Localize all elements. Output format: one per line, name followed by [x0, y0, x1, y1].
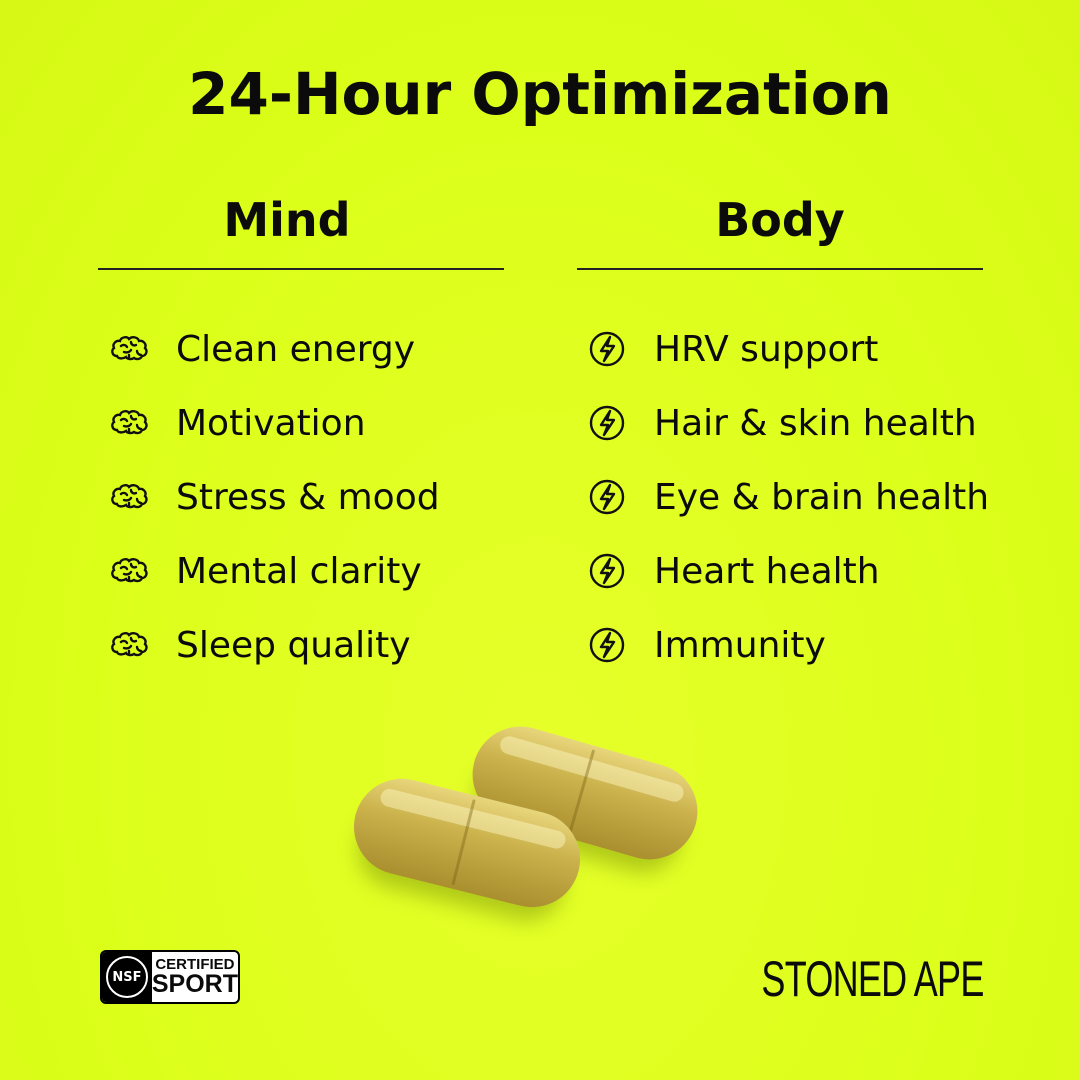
nsf-certified-sport-logo: NSF CERTIFIED SPORT — [100, 950, 240, 1004]
lightning-bolt-icon — [586, 624, 628, 666]
mind-heading: Mind — [223, 193, 351, 247]
list-item: Eye & brain health — [586, 460, 989, 534]
brain-icon — [108, 624, 150, 666]
brain-icon — [108, 476, 150, 518]
item-label: HRV support — [654, 328, 879, 370]
item-label: Hair & skin health — [654, 402, 977, 444]
mind-divider — [98, 268, 504, 270]
nsf-logo-text: NSF — [105, 956, 148, 998]
brand-logo: STONED APE — [761, 951, 985, 1007]
lightning-bolt-icon — [586, 550, 628, 592]
lightning-bolt-icon — [586, 402, 628, 444]
body-divider — [577, 268, 983, 270]
brain-icon — [108, 328, 150, 370]
list-item: Motivation — [108, 386, 440, 460]
item-label: Clean energy — [176, 328, 416, 370]
list-item: Mental clarity — [108, 534, 440, 608]
lightning-bolt-icon — [586, 476, 628, 518]
item-label: Heart health — [654, 550, 880, 592]
list-item: Heart health — [586, 534, 989, 608]
mind-list: Clean energy Motivation Stress & mood Menta… — [108, 312, 440, 682]
list-item: Immunity — [586, 608, 989, 682]
list-item: Clean energy — [108, 312, 440, 386]
body-heading: Body — [715, 193, 845, 247]
page-title: 24-Hour Optimization — [188, 60, 892, 128]
item-label: Stress & mood — [176, 476, 440, 518]
brain-icon — [108, 402, 150, 444]
list-item: HRV support — [586, 312, 989, 386]
item-label: Sleep quality — [176, 624, 411, 666]
brain-icon — [108, 550, 150, 592]
item-label: Eye & brain health — [654, 476, 990, 518]
body-list: HRV support Hair & skin health Eye & brain… — [586, 312, 989, 682]
item-label: Immunity — [654, 624, 826, 666]
badge-bottom: SPORT — [151, 970, 238, 998]
item-label: Motivation — [176, 402, 366, 444]
list-item: Hair & skin health — [586, 386, 989, 460]
item-label: Mental clarity — [176, 550, 422, 592]
lightning-bolt-icon — [586, 328, 628, 370]
list-item: Sleep quality — [108, 608, 440, 682]
badge-top: CERTIFIED — [155, 956, 235, 973]
list-item: Stress & mood — [108, 460, 440, 534]
